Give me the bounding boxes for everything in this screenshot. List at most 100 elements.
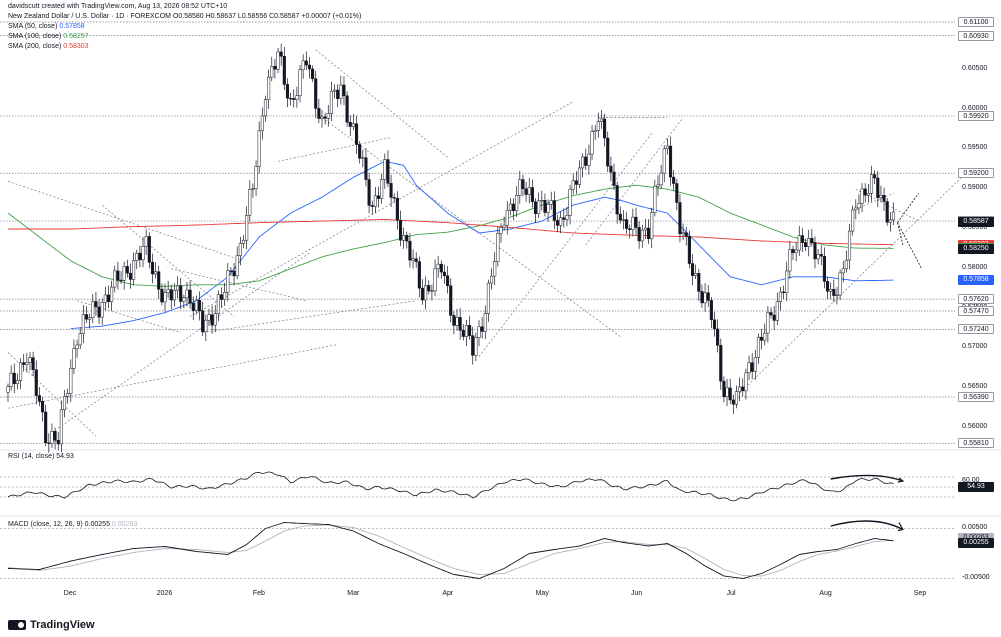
candle-body <box>599 118 604 122</box>
candle-body <box>376 195 381 199</box>
candle-body <box>314 78 318 109</box>
candle-body <box>395 198 399 221</box>
candle-body <box>188 289 192 304</box>
candle-body <box>829 288 833 292</box>
candle-body <box>458 317 462 331</box>
rsi-last-label: 54.93 <box>958 481 994 492</box>
candle-body <box>590 131 594 155</box>
price-axis-tick: 0.56000 <box>962 423 988 431</box>
candle-body <box>301 60 305 70</box>
candle-body <box>760 336 764 341</box>
candle-body <box>88 317 92 320</box>
candle-body <box>659 172 663 186</box>
candle-body <box>364 157 368 180</box>
candle-body <box>194 300 198 311</box>
candle-body <box>841 268 845 274</box>
candle-body <box>22 362 26 365</box>
candle-body <box>543 200 547 213</box>
candle-body <box>869 174 874 194</box>
candle-body <box>182 297 186 302</box>
candle-body <box>515 195 519 211</box>
candle-body <box>304 60 308 66</box>
candle-body <box>94 301 98 308</box>
candle-body <box>584 156 588 166</box>
candle-body <box>336 89 340 99</box>
candle-body <box>483 313 487 332</box>
candle-body <box>402 235 406 241</box>
candle-body <box>320 116 324 119</box>
candle-body <box>75 344 79 349</box>
candle-body <box>81 314 85 334</box>
sma50-legend[interactable]: SMA (50, close) 0.57858 <box>8 22 85 31</box>
level-price-label: 0.56390 <box>958 392 994 403</box>
candle-body <box>307 64 311 70</box>
rsi-legend[interactable]: RSI (14, close) 54.93 <box>8 452 74 461</box>
price-axis-tick: 0.58000 <box>962 263 988 271</box>
candle-body <box>106 294 111 302</box>
candle-body <box>873 174 877 179</box>
candle-body <box>609 165 613 173</box>
candle-body <box>477 326 481 338</box>
macd-value: 0.00255 <box>84 521 110 528</box>
candle-body <box>709 300 713 321</box>
rsi-line <box>7 471 894 502</box>
time-axis-tick: Aug <box>819 590 832 597</box>
price-axis-tick: 0.57000 <box>962 343 988 351</box>
sma100-label: SMA (100, close) <box>8 33 62 40</box>
candle-body <box>615 185 619 215</box>
candle-body <box>439 263 443 273</box>
chart-credit: davidscutt created with TradingView.com,… <box>8 3 228 10</box>
candle-body <box>276 51 280 70</box>
candle-body <box>56 440 60 445</box>
candle-body <box>235 255 239 277</box>
candle-body <box>565 215 569 220</box>
ohlc-values: O0.58580 H0.58637 L0.58556 C0.58587 +0.0… <box>172 13 362 20</box>
candle-body <box>756 336 761 358</box>
candle-body <box>260 115 264 132</box>
candle-body <box>835 294 839 297</box>
candle-body <box>822 255 826 282</box>
time-axis-tick: Feb <box>252 590 265 597</box>
candle-body <box>110 286 114 302</box>
candle-body <box>678 202 682 235</box>
price-axis-tick: 0.59500 <box>962 144 988 152</box>
candle-body <box>257 130 261 167</box>
candle-body <box>860 188 864 204</box>
candle-body <box>91 301 95 319</box>
candle-body <box>427 285 431 292</box>
sma-line-0 <box>70 160 894 330</box>
candle-body <box>392 197 396 199</box>
candle-body <box>643 227 647 231</box>
candle-body <box>135 252 139 261</box>
candle-body <box>424 285 428 301</box>
candle-body <box>625 219 629 229</box>
candle-body <box>144 236 148 247</box>
macd-axis-tick: -0.00500 <box>962 573 990 581</box>
candle-body <box>552 200 556 221</box>
candle-body <box>6 386 10 393</box>
candle-body <box>389 183 393 198</box>
trend-line <box>7 180 244 262</box>
candle-body <box>254 166 258 189</box>
candle-body <box>697 273 701 292</box>
tradingview-logo[interactable]: TradingView <box>8 619 95 631</box>
candle-body <box>508 203 512 211</box>
trend-line <box>189 101 574 317</box>
candle-body <box>339 84 343 99</box>
candle-body <box>125 266 129 274</box>
candle-body <box>665 145 669 150</box>
macd-legend[interactable]: MACD (close, 12, 26, 9) 0.00255 0.00263 <box>8 520 137 529</box>
symbol-line: New Zealand Dollar / U.S. Dollar · 1D · … <box>8 13 171 20</box>
candle-body <box>690 263 695 276</box>
candle-body <box>621 219 625 221</box>
sma200-legend[interactable]: SMA (200, close) 0.58303 <box>8 42 89 51</box>
candle-body <box>9 372 13 387</box>
candle-body <box>433 268 437 292</box>
trend-line <box>7 344 338 409</box>
sma100-legend[interactable]: SMA (100, close) 0.58257 <box>8 32 89 41</box>
candle-body <box>351 123 355 127</box>
candle-body <box>12 372 16 384</box>
candle-body <box>197 300 202 312</box>
candle-body <box>662 148 666 174</box>
